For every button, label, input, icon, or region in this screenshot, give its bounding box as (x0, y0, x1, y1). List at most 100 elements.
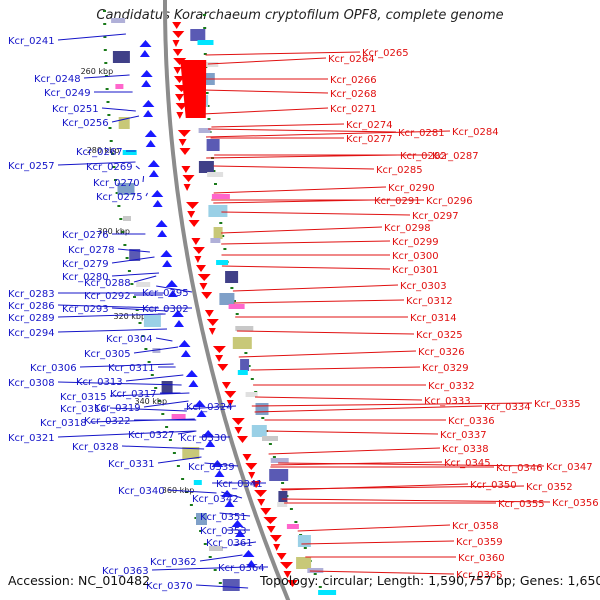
forward-gene-label[interactable]: Kcr_0303 (400, 281, 447, 292)
forward-gene-label[interactable]: Kcr_0352 (526, 482, 573, 493)
reverse-gene-label[interactable]: Kcr_0316 (60, 404, 107, 415)
reverse-gene-label[interactable]: Kcr_0311 (108, 363, 155, 374)
reverse-gene-label[interactable]: Kcr_0269 (86, 162, 133, 173)
forward-gene-label[interactable]: Kcr_0329 (422, 363, 469, 374)
forward-gene-label[interactable]: Kcr_0325 (416, 330, 463, 341)
forward-gene-label[interactable]: Kcr_0297 (412, 211, 459, 222)
reverse-gene-label[interactable]: Kcr_0302 (142, 304, 189, 315)
forward-gene-label[interactable]: Kcr_0265 (362, 48, 409, 59)
forward-gene-label[interactable]: Kcr_0312 (406, 296, 453, 307)
forward-gene-label[interactable]: Kcr_0365 (456, 570, 503, 581)
reverse-gene-label[interactable]: Kcr_0351 (200, 512, 247, 523)
reverse-gene-label[interactable]: Kcr_0340 (118, 486, 165, 497)
forward-gene-label[interactable]: Kcr_0268 (330, 89, 377, 100)
reverse-gene-label[interactable]: Kcr_0363 (102, 566, 149, 577)
reverse-gene-label[interactable]: Kcr_0289 (8, 313, 55, 324)
reverse-gene-label[interactable]: Kcr_0364 (218, 563, 265, 574)
reverse-gene-label[interactable]: Kcr_0321 (8, 433, 55, 444)
reverse-gene-label[interactable]: Kcr_0280 (62, 272, 109, 283)
forward-gene-label[interactable]: Kcr_0345 (444, 458, 491, 469)
reverse-gene-label[interactable]: Kcr_0308 (8, 378, 55, 389)
forward-gene-label[interactable]: Kcr_0358 (452, 521, 499, 532)
reverse-gene-label[interactable]: Kcr_0249 (44, 88, 91, 99)
forward-gene-label[interactable]: Kcr_0332 (428, 381, 475, 392)
forward-gene-label[interactable]: Kcr_0296 (426, 196, 473, 207)
reverse-gene-label[interactable]: Kcr_0319 (94, 403, 141, 414)
forward-gene-label[interactable]: Kcr_0336 (448, 416, 495, 427)
forward-gene-label[interactable]: Kcr_0359 (456, 537, 503, 548)
forward-gene-label[interactable]: Kcr_0271 (330, 104, 377, 115)
forward-gene-label[interactable]: Kcr_0277 (346, 134, 393, 145)
reverse-gene-label[interactable]: Kcr_0331 (108, 459, 155, 470)
reverse-gene-label[interactable]: Kcr_0267 (76, 147, 123, 158)
forward-gene-label[interactable]: Kcr_0314 (410, 313, 457, 324)
reverse-gene-label[interactable]: Kcr_0362 (150, 557, 197, 568)
reverse-gene-label[interactable]: Kcr_0330 (180, 433, 227, 444)
forward-gene-label[interactable]: Kcr_0360 (458, 553, 505, 564)
reverse-gene-label[interactable]: Kcr_0361 (206, 538, 253, 549)
forward-gene-label[interactable]: Kcr_0356 (552, 498, 599, 509)
forward-gene-label[interactable]: Kcr_0350 (470, 480, 517, 491)
reverse-gene-label[interactable]: Kcr_0353 (200, 526, 247, 537)
forward-gene-label[interactable]: Kcr_0264 (328, 54, 375, 65)
reverse-gene-label[interactable]: Kcr_0283 (8, 289, 55, 300)
reverse-gene-label[interactable]: Kcr_0306 (30, 363, 77, 374)
reverse-gene-label[interactable]: Kcr_0292 (84, 291, 131, 302)
forward-gene-label[interactable]: Kcr_0326 (418, 347, 465, 358)
reverse-gene-label[interactable]: Kcr_0342 (192, 494, 239, 505)
forward-gene-label[interactable]: Kcr_0355 (498, 499, 545, 510)
forward-gene-arrow (178, 139, 187, 146)
reverse-gene-label[interactable]: Kcr_0248 (34, 74, 81, 85)
reverse-gene-label[interactable]: Kcr_0278 (68, 245, 115, 256)
tick-dot (303, 547, 307, 549)
reverse-gene-label[interactable]: Kcr_0339 (188, 462, 235, 473)
forward-gene-label[interactable]: Kcr_0291 (374, 196, 421, 207)
forward-gene-label[interactable]: Kcr_0301 (392, 265, 439, 276)
reverse-gene-label[interactable]: Kcr_0305 (84, 349, 131, 360)
reverse-gene-label[interactable]: Kcr_0328 (72, 442, 119, 453)
forward-gene-label[interactable]: Kcr_0285 (376, 165, 423, 176)
feature-block (213, 227, 223, 239)
reverse-gene-label[interactable]: Kcr_0304 (106, 334, 153, 345)
reverse-gene-label[interactable]: Kcr_0295 (142, 288, 189, 299)
reverse-gene-label[interactable]: Kcr_0275 (96, 192, 143, 203)
reverse-gene-label[interactable]: Kcr_0256 (62, 118, 109, 129)
reverse-gene-label[interactable]: Kcr_0288 (84, 278, 131, 289)
forward-gene-label[interactable]: Kcr_0284 (452, 127, 499, 138)
reverse-gene-label[interactable]: Kcr_0315 (60, 392, 107, 403)
reverse-gene-label[interactable]: Kcr_0251 (52, 104, 99, 115)
forward-gene-label[interactable]: Kcr_0337 (440, 430, 487, 441)
forward-gene-label[interactable]: Kcr_0281 (398, 128, 445, 139)
forward-gene-label[interactable]: Kcr_0300 (392, 251, 439, 262)
forward-gene-label[interactable]: Kcr_0287 (432, 151, 479, 162)
reverse-gene-label[interactable]: Kcr_0327 (128, 430, 175, 441)
reverse-gene-label[interactable]: Kcr_0341 (216, 479, 263, 490)
forward-gene-label[interactable]: Kcr_0290 (388, 183, 435, 194)
forward-gene-label[interactable]: Kcr_0338 (442, 444, 489, 455)
reverse-gene-label[interactable]: Kcr_0324 (186, 402, 233, 413)
reverse-gene-label[interactable]: Kcr_0270 (93, 178, 140, 189)
reverse-gene-label[interactable]: Kcr_0370 (146, 581, 193, 592)
reverse-gene-label[interactable]: Kcr_0286 (8, 301, 55, 312)
forward-gene-label[interactable]: Kcr_0335 (534, 399, 581, 410)
reverse-gene-label[interactable]: Kcr_0276 (62, 230, 109, 241)
reverse-gene-label[interactable]: Kcr_0257 (8, 161, 55, 172)
reverse-gene-label[interactable]: Kcr_0317 (110, 389, 157, 400)
reverse-gene-label[interactable]: Kcr_0322 (84, 416, 131, 427)
reverse-gene-label[interactable]: Kcr_0241 (8, 36, 55, 47)
forward-gene-label[interactable]: Kcr_0266 (330, 75, 377, 86)
reverse-gene-label[interactable]: Kcr_0294 (8, 328, 55, 339)
forward-gene-label[interactable]: Kcr_0298 (384, 223, 431, 234)
reverse-gene-label[interactable]: Kcr_0318 (40, 418, 87, 429)
forward-gene-label[interactable]: Kcr_0346 (496, 463, 543, 474)
reverse-gene-label[interactable]: Kcr_0313 (76, 377, 123, 388)
reverse-gene-label[interactable]: Kcr_0279 (62, 259, 109, 270)
forward-gene-label[interactable]: Kcr_0299 (392, 237, 439, 248)
forward-gene-label[interactable]: Kcr_0334 (484, 402, 531, 413)
forward-gene-label[interactable]: Kcr_0282 (400, 151, 447, 162)
forward-gene-label[interactable]: Kcr_0274 (346, 120, 393, 131)
forward-gene-label[interactable]: Kcr_0333 (424, 396, 471, 407)
reverse-gene-label[interactable]: Kcr_0293 (62, 304, 109, 315)
forward-gene-arrow (245, 463, 258, 470)
forward-gene-label[interactable]: Kcr_0347 (546, 462, 593, 473)
